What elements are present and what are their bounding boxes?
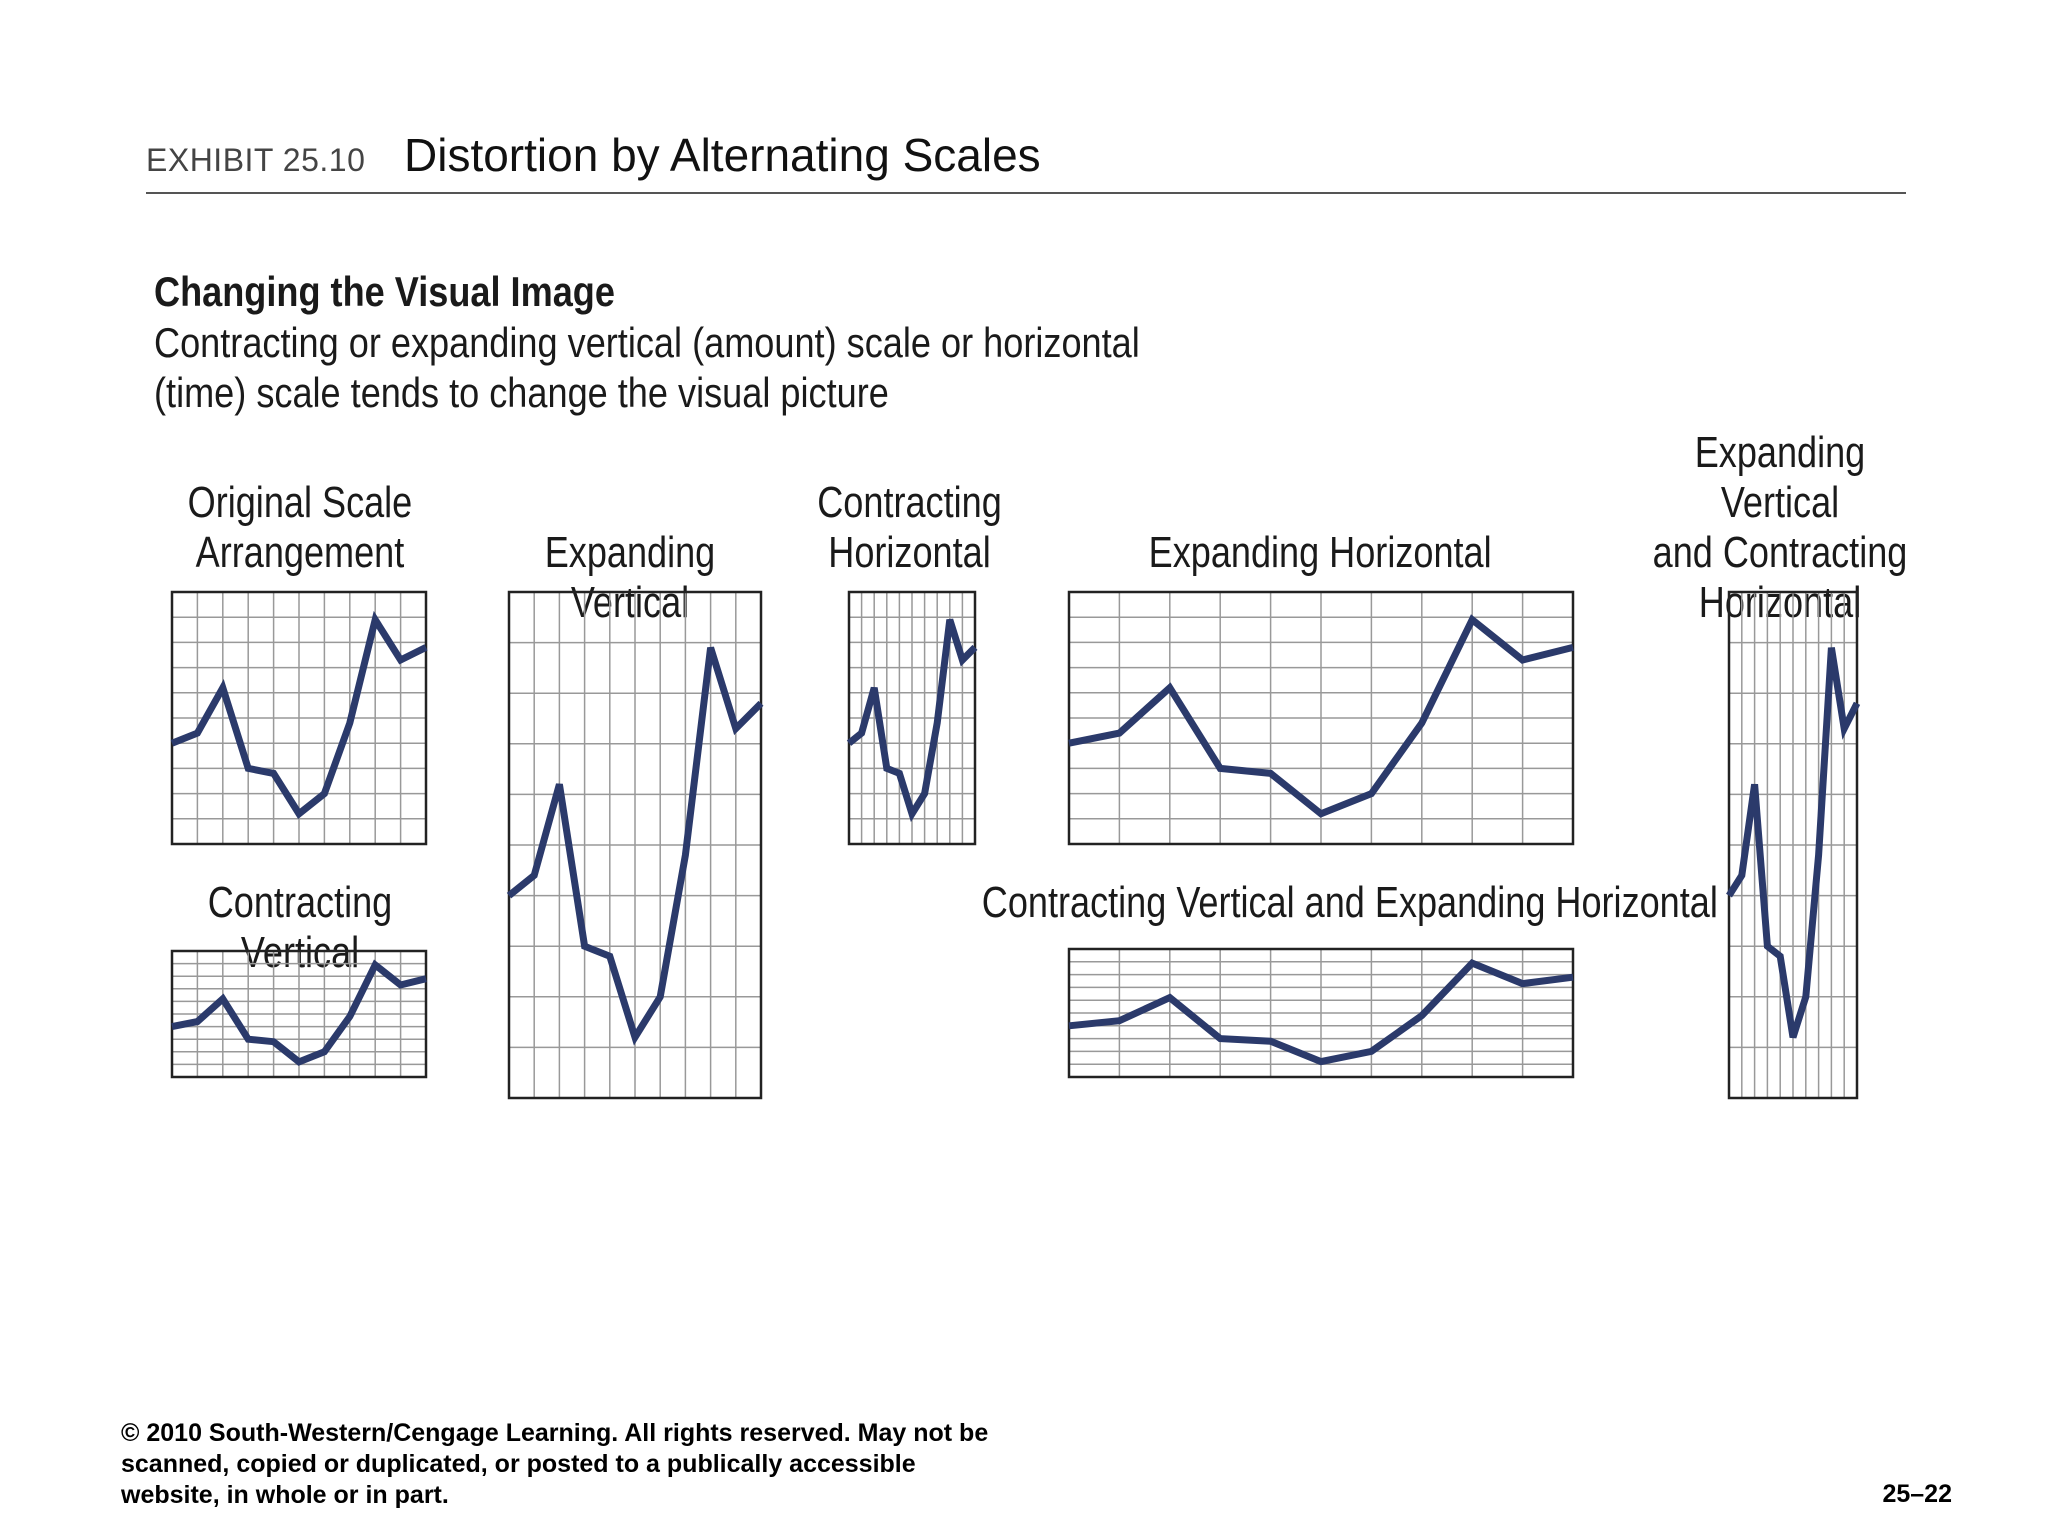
label-expanding-vertical-contracting-horizontal: Expanding Vertical and Contracting Horiz… [1652,428,1908,627]
panel-expanding-horizontal-chart [1067,590,1575,846]
series-line [171,959,427,1066]
panel-frame [1067,947,1575,1079]
exhibit-title: Distortion by Alternating Scales [404,129,1041,181]
label-contracting-vertical: Contracting Vertical [207,878,393,977]
exhibit-header: EXHIBIT 25.10 Distortion by Alternating … [146,128,1906,194]
panel-frame [1067,590,1575,846]
copyright-notice: © 2010 South-Western/Cengage Learning. A… [121,1419,989,1509]
series-line [1726,647,1861,1039]
page-number: 25–22 [1882,1480,1952,1508]
series-line [170,610,428,819]
panel-contracting-vertical-expanding-horizontal-chart [1067,947,1575,1079]
label-expanding-vertical: Expanding Vertical [544,528,716,627]
panel-frame [847,590,977,846]
panel-expanding-vertical-chart [506,590,764,1100]
series-line [1068,614,1574,818]
panel-original-chart [170,590,428,846]
intro-heading: Changing the Visual Image [154,268,615,315]
panel-frame [507,590,763,1100]
panel-contracting-vertical-chart [170,949,428,1079]
series-line [1068,958,1574,1066]
series-line [506,646,764,1046]
label-contracting-vertical-expanding-horizontal: Contracting Vertical and Expanding Horiz… [981,878,1719,927]
panel-contracting-horizontal-chart [846,590,978,846]
label-contracting-horizontal: Contracting Horizontal [817,478,1003,577]
panel-frame [170,590,428,846]
intro-line-2: (time) scale tends to change the visual … [154,369,889,416]
panel-expanding-vertical-contracting-horizontal-chart [1726,590,1861,1100]
exhibit-number: EXHIBIT 25.10 [146,142,366,178]
intro-block: Changing the Visual Image Contracting or… [154,266,1154,418]
panel-frame [1727,590,1859,1100]
label-expanding-horizontal: Expanding Horizontal [1148,528,1492,577]
series-line [846,618,978,823]
intro-line-1: Contracting or expanding vertical (amoun… [154,319,1140,366]
panel-frame [170,949,428,1079]
label-original: Original Scale Arrangement [187,478,413,577]
